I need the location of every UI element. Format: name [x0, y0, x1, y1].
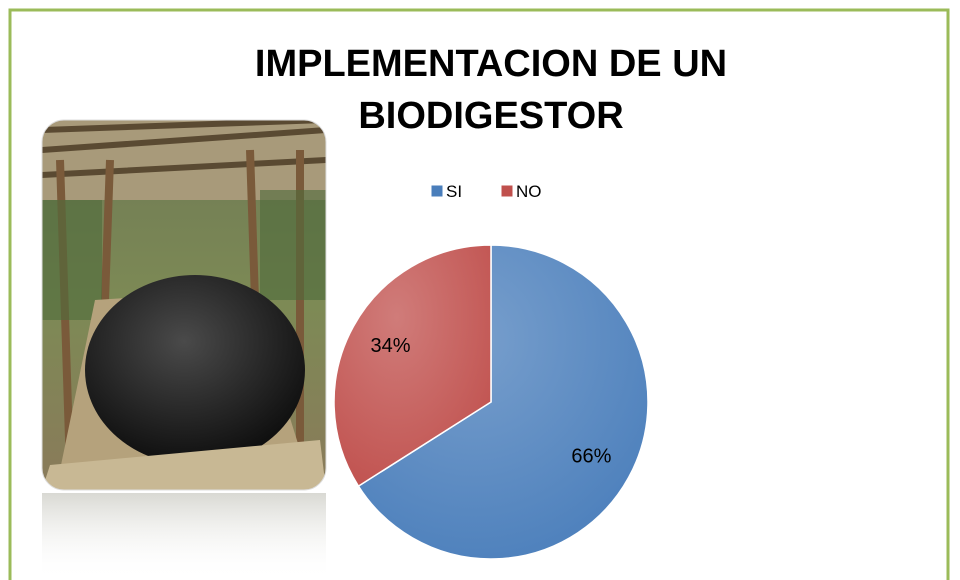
legend-swatch	[431, 185, 443, 197]
slide-title: IMPLEMENTACION DE UN BIODIGESTOR	[196, 38, 786, 142]
photo-reflection	[42, 493, 326, 580]
data-label: 66%	[571, 445, 611, 467]
legend-label: NO	[516, 182, 542, 201]
legend-swatch	[501, 185, 513, 197]
slide: SI NO 66% 34% IMPLEMENTACION DE UN BIODIGES…	[0, 0, 960, 580]
legend-label: SI	[446, 182, 462, 201]
data-label: 34%	[371, 335, 411, 357]
photo	[42, 120, 326, 490]
pie	[334, 245, 648, 559]
